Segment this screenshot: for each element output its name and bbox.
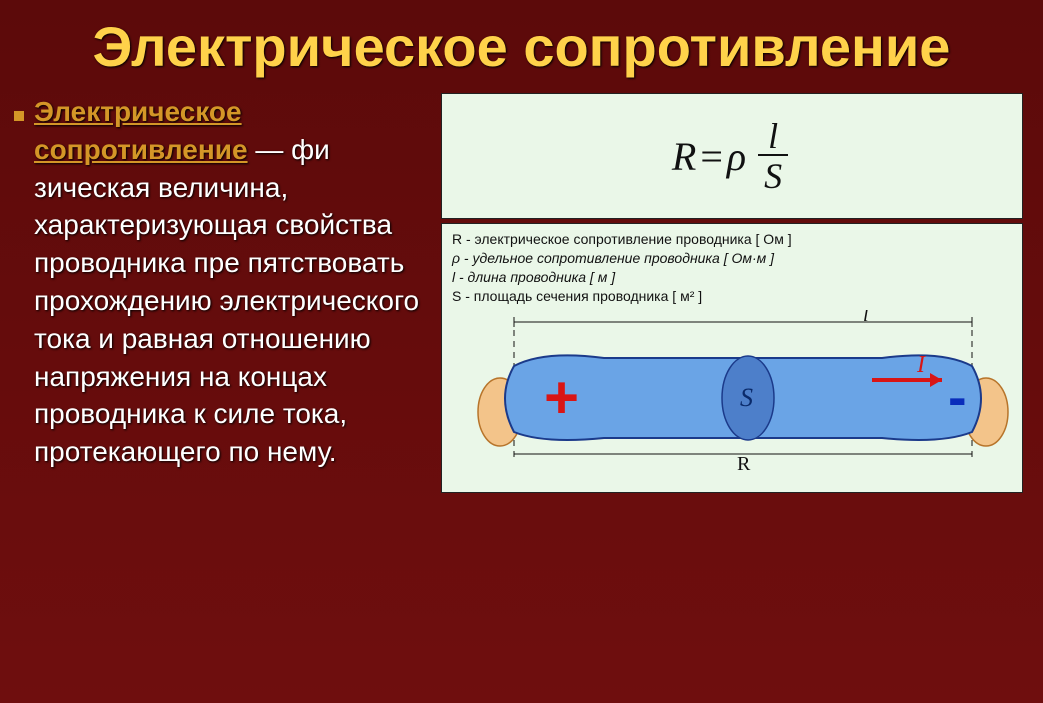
formula-num: l xyxy=(758,118,788,156)
right-panel: R = ρ l S R - электрическое сопротивлени… xyxy=(423,93,1023,493)
formula: R = ρ l S xyxy=(672,118,792,194)
svg-text:l: l xyxy=(863,310,869,326)
svg-text:S: S xyxy=(740,383,753,412)
formula-fraction: l S xyxy=(754,118,792,194)
legend-S: S - площадь сечения проводника [ м² ] xyxy=(452,287,1012,306)
bullet-icon xyxy=(14,111,24,121)
formula-rho: ρ xyxy=(727,133,746,180)
legend-l: l - длина проводника [ м ] xyxy=(452,268,1012,287)
svg-text:-: - xyxy=(948,365,967,428)
content-row: Электрическое сопротивление — фи зическа… xyxy=(0,87,1043,493)
formula-eq: = xyxy=(700,133,723,180)
formula-R: R xyxy=(672,133,696,180)
diagram-box: R - электрическое сопротивление проводни… xyxy=(441,223,1023,493)
legend-rho: ρ - удельное сопротивление проводника [ … xyxy=(452,249,1012,268)
legend-R: R - электрическое сопротивление проводни… xyxy=(452,230,1012,249)
page-title: Электрическое сопротивление xyxy=(0,0,1043,87)
formula-box: R = ρ l S xyxy=(441,93,1023,219)
formula-den: S xyxy=(754,156,792,194)
definition-block: Электрическое сопротивление — фи зическа… xyxy=(20,93,423,493)
svg-text:+: + xyxy=(544,364,579,431)
legend: R - электрическое сопротивление проводни… xyxy=(452,230,1012,306)
term-text: Электрическое сопротивление xyxy=(34,96,248,165)
conductor-diagram: l S + -I R xyxy=(452,310,1012,485)
svg-text:I: I xyxy=(916,352,926,378)
definition-text: — фи зическая величина, характеризующая … xyxy=(34,134,419,467)
svg-text:R: R xyxy=(737,453,751,475)
